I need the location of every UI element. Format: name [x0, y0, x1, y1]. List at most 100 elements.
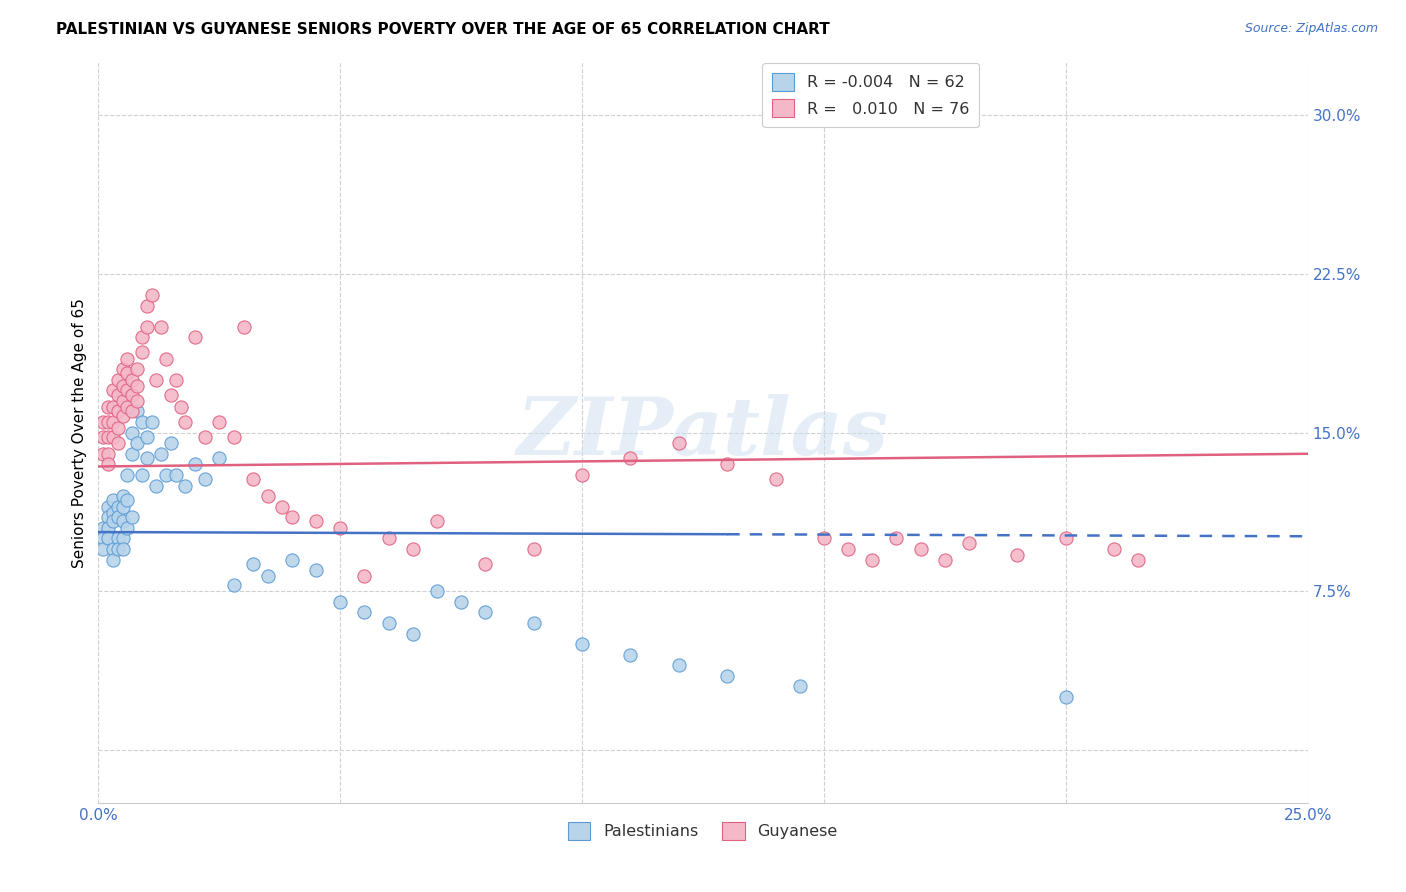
Point [668, 436, 690, 450]
Legend: Palestinians, Guyanese: Palestinians, Guyanese [562, 815, 844, 847]
Point [121, 373, 143, 387]
Point [619, 450, 641, 465]
Point [111, 541, 134, 556]
Point [305, 515, 328, 529]
Point [145, 373, 167, 387]
Point [837, 541, 859, 556]
Point [117, 467, 139, 482]
Point [111, 409, 134, 423]
Point [232, 319, 254, 334]
Point [121, 387, 143, 401]
Point [111, 500, 134, 514]
Point [131, 415, 153, 429]
Point [97, 430, 120, 444]
Point [155, 467, 177, 482]
Point [160, 387, 183, 401]
Point [97, 415, 120, 429]
Y-axis label: Seniors Poverty Over the Age of 65: Seniors Poverty Over the Age of 65 [72, 298, 87, 567]
Point [571, 637, 593, 651]
Point [934, 552, 956, 566]
Point [101, 541, 124, 556]
Point [97, 532, 120, 546]
Point [165, 373, 187, 387]
Point [208, 415, 231, 429]
Point [111, 489, 134, 503]
Point [1054, 690, 1077, 704]
Point [101, 515, 124, 529]
Point [377, 532, 399, 546]
Point [141, 288, 163, 302]
Point [668, 658, 690, 673]
Point [107, 500, 129, 514]
Point [127, 379, 149, 393]
Point [150, 447, 173, 461]
Point [135, 450, 157, 465]
Point [329, 521, 352, 535]
Point [135, 299, 157, 313]
Point [97, 401, 120, 415]
Point [107, 421, 129, 435]
Point [101, 493, 124, 508]
Point [571, 467, 593, 482]
Point [194, 472, 217, 486]
Point [305, 563, 328, 577]
Point [281, 552, 304, 566]
Point [101, 552, 124, 566]
Point [957, 535, 980, 549]
Point [150, 319, 173, 334]
Point [101, 430, 124, 444]
Point [117, 384, 139, 398]
Point [91, 532, 114, 546]
Point [101, 506, 124, 520]
Point [194, 430, 217, 444]
Point [97, 500, 120, 514]
Point [101, 401, 124, 415]
Point [107, 436, 129, 450]
Point [174, 415, 197, 429]
Point [121, 510, 143, 524]
Point [121, 404, 143, 418]
Point [222, 578, 245, 592]
Point [165, 467, 187, 482]
Point [97, 447, 120, 461]
Point [127, 393, 149, 408]
Point [1007, 549, 1029, 563]
Point [402, 541, 425, 556]
Point [184, 458, 207, 472]
Point [111, 362, 134, 376]
Point [117, 493, 139, 508]
Point [402, 626, 425, 640]
Point [127, 404, 149, 418]
Point [474, 606, 496, 620]
Point [141, 415, 163, 429]
Point [523, 615, 546, 630]
Point [426, 515, 449, 529]
Point [353, 569, 375, 583]
Point [135, 319, 157, 334]
Point [1128, 552, 1150, 566]
Point [107, 387, 129, 401]
Point [256, 489, 278, 503]
Point [117, 367, 139, 381]
Point [97, 510, 120, 524]
Point [813, 532, 835, 546]
Point [107, 404, 129, 418]
Point [97, 458, 120, 472]
Text: PALESTINIAN VS GUYANESE SENIORS POVERTY OVER THE AGE OF 65 CORRELATION CHART: PALESTINIAN VS GUYANESE SENIORS POVERTY … [56, 22, 830, 37]
Point [222, 430, 245, 444]
Text: Source: ZipAtlas.com: Source: ZipAtlas.com [1244, 22, 1378, 36]
Point [91, 415, 114, 429]
Point [107, 373, 129, 387]
Point [789, 680, 811, 694]
Text: ZIPatlas: ZIPatlas [517, 394, 889, 471]
Point [329, 595, 352, 609]
Point [353, 606, 375, 620]
Point [107, 541, 129, 556]
Point [107, 510, 129, 524]
Point [97, 521, 120, 535]
Point [174, 478, 197, 492]
Point [131, 345, 153, 359]
Point [169, 401, 191, 415]
Point [377, 615, 399, 630]
Point [91, 541, 114, 556]
